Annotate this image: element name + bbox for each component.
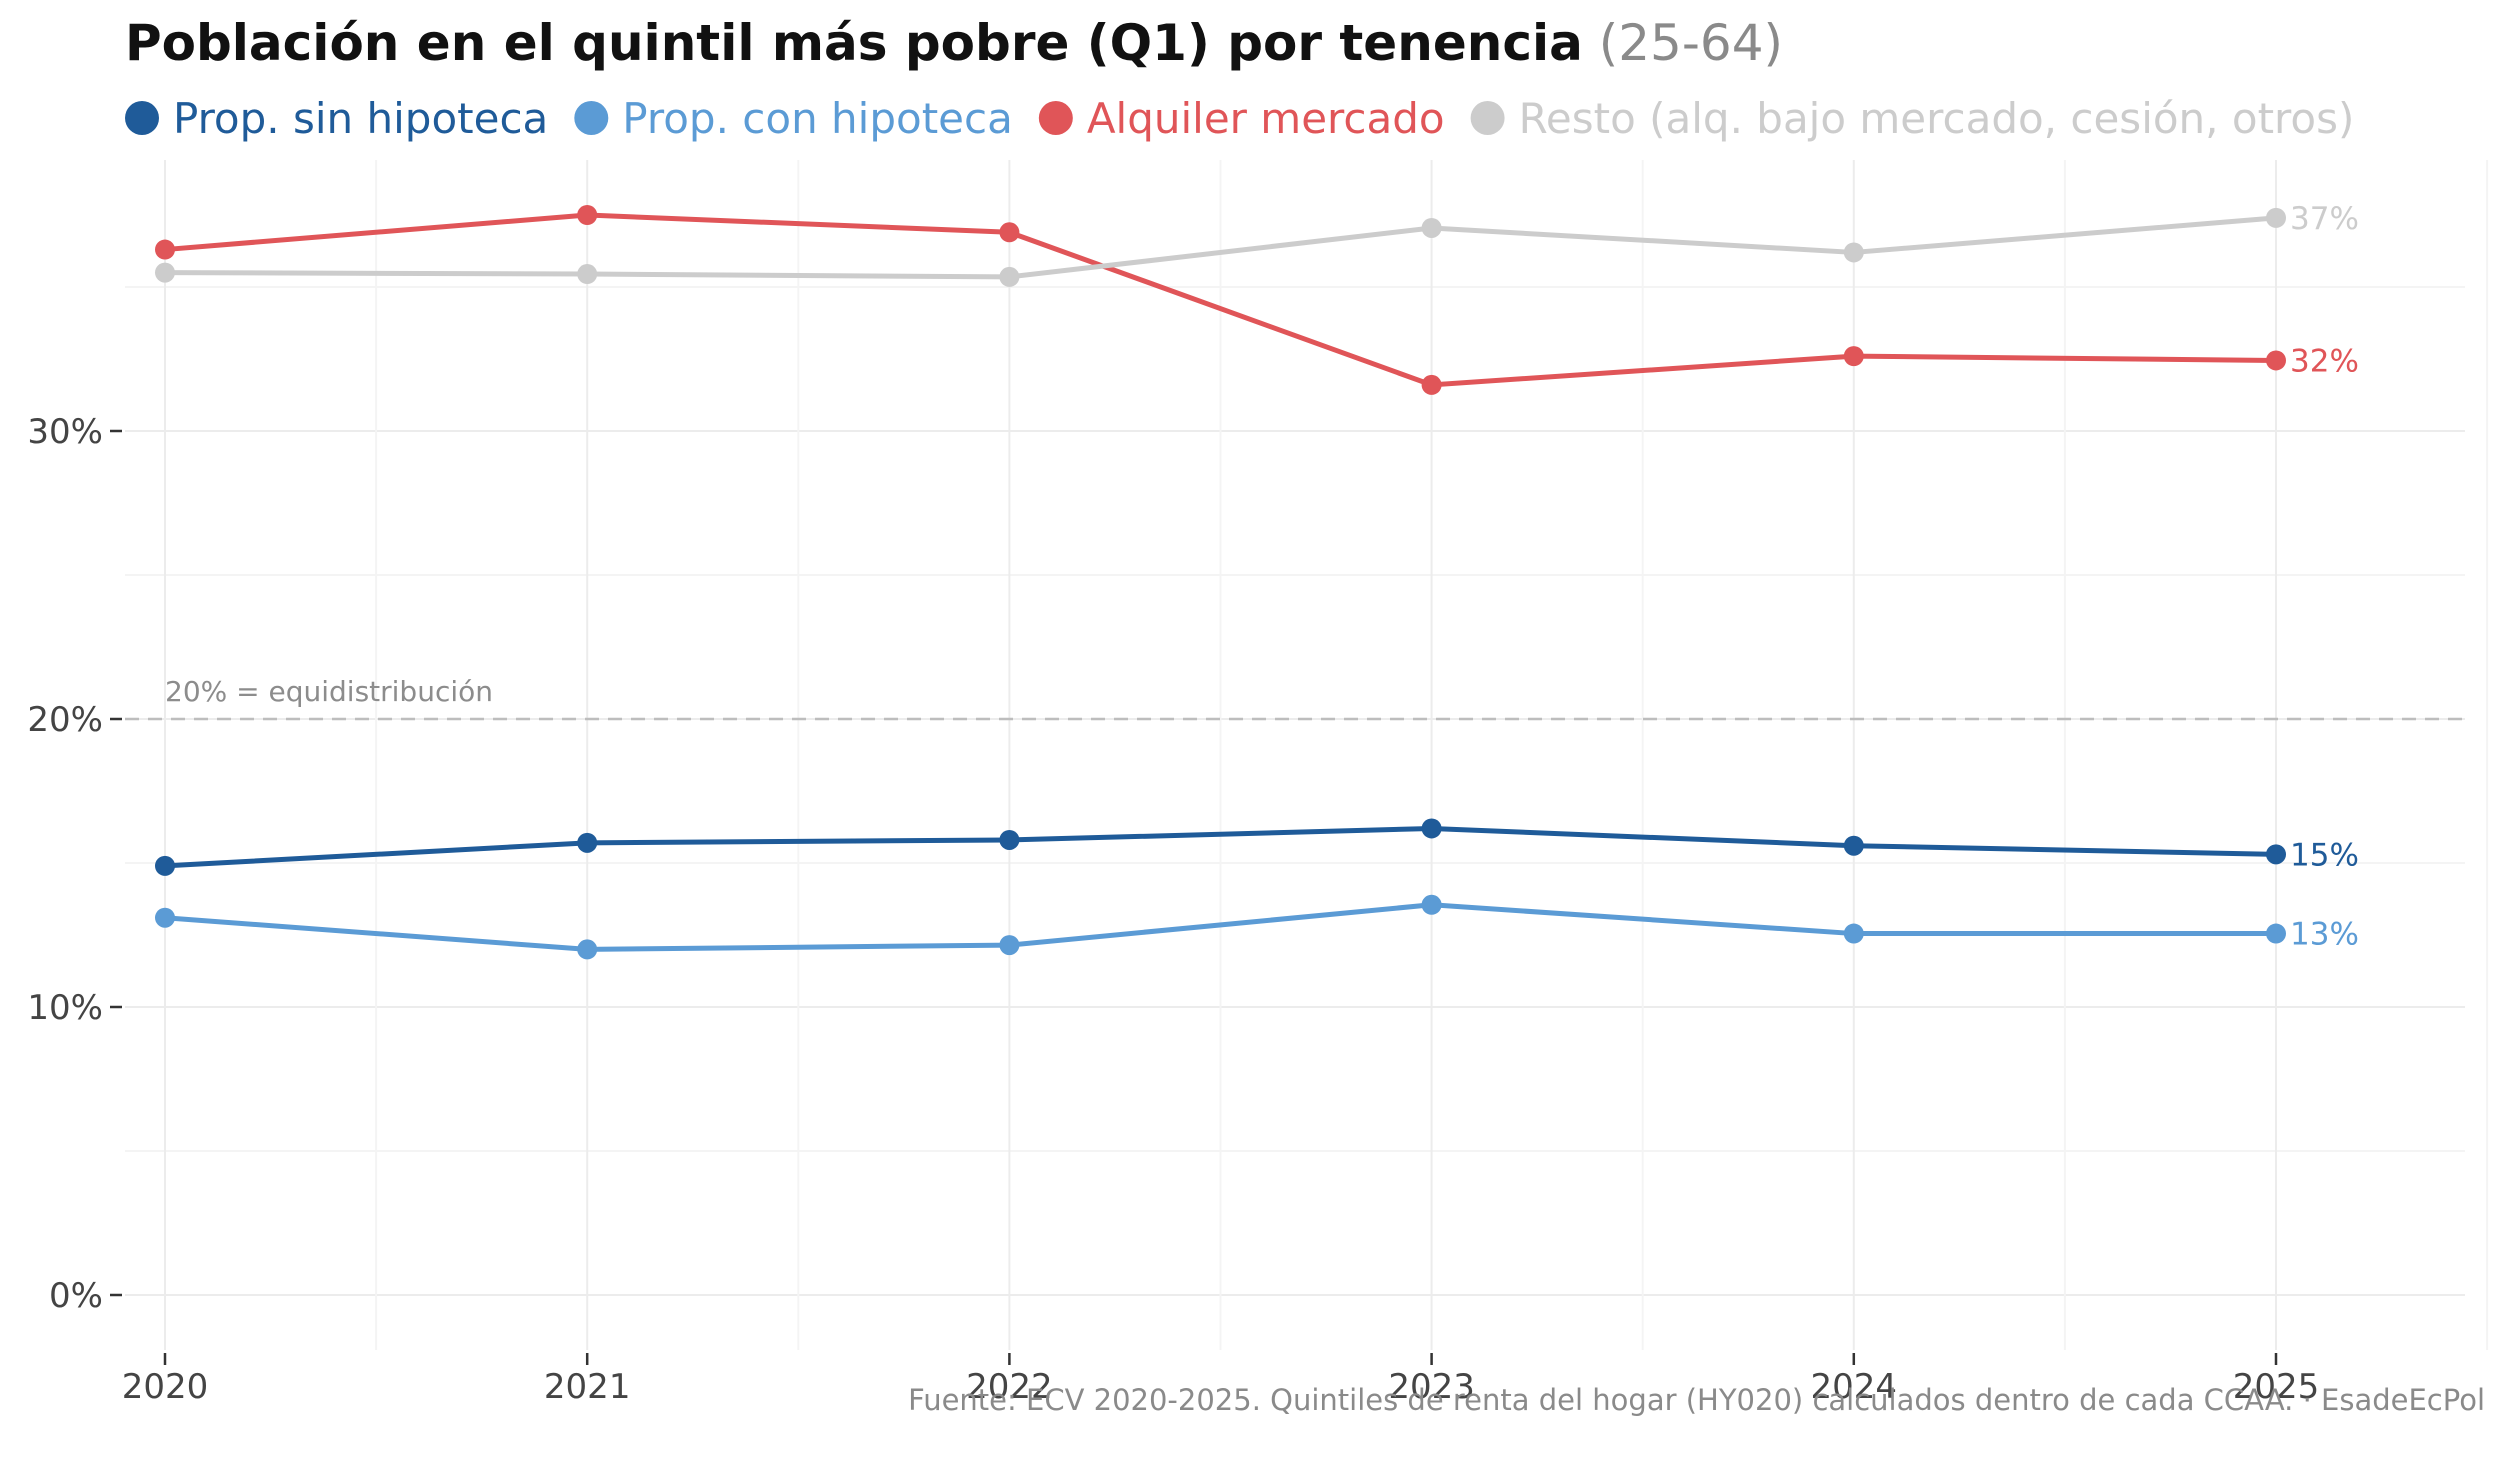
y-tick-label: 10% (27, 988, 103, 1028)
chart-title-suffix: (25-64) (1583, 14, 1783, 72)
series-line (162, 825, 2279, 869)
x-tick-label: 2025 (2233, 1367, 2320, 1407)
end-label: 37% (2290, 201, 2359, 237)
x-tick-label: 2024 (1811, 1367, 1898, 1407)
series-line (162, 902, 2279, 952)
data-point (999, 935, 1020, 956)
reference-line-label: 20% = equidistribución (165, 675, 493, 708)
end-label: 13% (2290, 917, 2359, 953)
chart-caption: Fuente: ECV 2020-2025. Quintiles de rent… (908, 1383, 2485, 1417)
data-point (1421, 818, 1442, 839)
legend-label: Resto (alq. bajo mercado, cesión, otros) (1519, 94, 2355, 143)
series-1: 15% (155, 818, 2359, 876)
grid (125, 160, 2489, 1350)
series-line (162, 215, 2279, 280)
data-point (999, 829, 1020, 850)
y-tick-label: 30% (27, 412, 103, 452)
data-point (155, 262, 175, 283)
data-point (2266, 350, 2286, 371)
end-label: 32% (2290, 343, 2359, 379)
data-point (155, 239, 175, 260)
data-point (577, 264, 598, 285)
legend-marker (574, 101, 609, 135)
x-tick-label: 2022 (966, 1367, 1053, 1407)
legend-item[interactable]: Alquiler mercado (1038, 94, 1445, 143)
series-4: 37% (155, 201, 2359, 287)
legend-item[interactable]: Prop. con hipoteca (574, 94, 1013, 143)
legend-item[interactable]: Prop. sin hipoteca (125, 94, 548, 143)
data-point (1843, 242, 1864, 263)
y-tick-label: 20% (27, 700, 103, 740)
data-point (2266, 923, 2286, 944)
data-point (999, 222, 1020, 243)
legend: Prop. sin hipoteca Prop. con hipoteca Alqu… (125, 94, 2354, 143)
legend-marker (1038, 101, 1073, 135)
data-point (2266, 844, 2286, 865)
data-point (2266, 207, 2286, 228)
data-point (1421, 894, 1442, 915)
data-point (1843, 923, 1864, 944)
x-tick-label: 2020 (122, 1367, 209, 1407)
end-label: 15% (2290, 837, 2359, 873)
legend-label: Prop. con hipoteca (622, 94, 1013, 143)
data-point (999, 266, 1020, 287)
reference-line-group: 20% = equidistribución (125, 675, 2465, 721)
data-point (577, 832, 598, 853)
y-tick-label: 0% (49, 1276, 103, 1316)
legend-label: Alquiler mercado (1087, 94, 1445, 143)
x-tick-label: 2021 (544, 1367, 631, 1407)
legend-marker (125, 101, 159, 135)
legend-marker (1470, 101, 1505, 135)
data-point (1843, 835, 1864, 856)
series-3: 32% (155, 205, 2359, 395)
data-point (155, 907, 175, 928)
legend-item[interactable]: Resto (alq. bajo mercado, cesión, otros) (1470, 94, 2355, 143)
data-point (1843, 346, 1864, 367)
legend-label: Prop. sin hipoteca (173, 94, 548, 143)
data-point (155, 855, 175, 876)
series-2: 13% (155, 894, 2359, 960)
series-line (162, 212, 2279, 388)
data-point (1421, 374, 1442, 395)
axes: 0% 10% 20% 30% 2020 2021 2022 2023 2024 2025 (27, 412, 2319, 1407)
x-tick-label: 2023 (1388, 1367, 1475, 1407)
chart-title: Población en el quintil más pobre (Q1) p… (125, 14, 1783, 72)
data-point (577, 205, 598, 225)
chart-title-main: Población en el quintil más pobre (Q1) p… (125, 14, 1583, 72)
data-point (1421, 217, 1442, 238)
series-group: 15% 13% 32% 37% (155, 201, 2359, 960)
data-point (577, 939, 598, 960)
